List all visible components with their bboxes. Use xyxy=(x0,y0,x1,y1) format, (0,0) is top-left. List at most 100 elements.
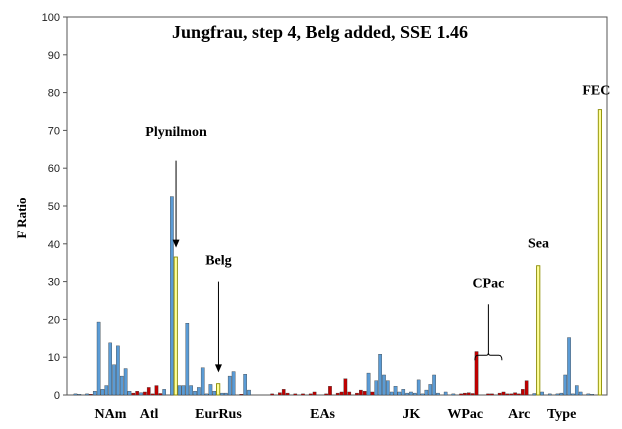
bar xyxy=(578,391,583,396)
y-tick-label: 60 xyxy=(48,163,60,175)
annotation-arrowhead xyxy=(214,364,222,373)
bar xyxy=(220,392,224,396)
bar xyxy=(362,391,367,396)
bar xyxy=(424,389,429,396)
bar xyxy=(285,392,290,396)
bar xyxy=(366,372,371,396)
bar xyxy=(389,391,394,396)
bar xyxy=(520,389,525,396)
bar xyxy=(154,385,159,396)
bar xyxy=(212,391,217,396)
y-tick-label: 100 xyxy=(42,12,60,24)
bar xyxy=(490,393,494,396)
y-tick-label: 80 xyxy=(48,88,60,100)
bar xyxy=(567,337,571,396)
bar xyxy=(382,374,386,396)
bar xyxy=(227,375,232,396)
x-group-label: NAm xyxy=(95,407,127,422)
bar xyxy=(208,384,213,396)
bar xyxy=(559,392,564,396)
bar xyxy=(409,391,413,396)
annotation-label: Sea xyxy=(528,237,549,252)
bar xyxy=(347,391,352,396)
bar xyxy=(401,389,406,396)
bar xyxy=(532,393,537,396)
bar xyxy=(524,380,529,396)
x-group-label: EAs xyxy=(310,407,335,422)
bar xyxy=(247,389,251,396)
bar xyxy=(540,391,544,396)
bar xyxy=(467,392,471,396)
bar xyxy=(301,393,305,396)
bar xyxy=(112,364,116,396)
bar xyxy=(459,393,463,396)
bar xyxy=(127,391,132,396)
bar xyxy=(586,393,591,396)
bar xyxy=(224,392,228,396)
y-tick-label: 70 xyxy=(48,125,60,137)
x-group-label: Arc xyxy=(508,407,530,422)
bar xyxy=(436,392,440,396)
bar xyxy=(96,321,101,396)
bar xyxy=(139,392,143,396)
bar xyxy=(590,394,595,396)
bar xyxy=(355,392,359,396)
bar xyxy=(85,393,89,396)
bar xyxy=(104,385,109,396)
bar xyxy=(359,389,363,396)
bar xyxy=(89,394,93,396)
bar xyxy=(77,394,82,396)
y-tick-label: 10 xyxy=(48,352,60,364)
plot-area: 0 10 20 30 40 50 60 70 80 90 100 NAm Atl EurRus EAs JK W… xyxy=(42,12,611,422)
bar xyxy=(432,374,436,396)
plot-frame xyxy=(66,16,608,396)
bar xyxy=(374,380,379,396)
bar xyxy=(177,385,182,396)
annotation-arrowhead xyxy=(172,239,180,248)
bar xyxy=(73,393,78,396)
bar xyxy=(413,392,417,396)
bar xyxy=(513,392,517,396)
annotation-bracket xyxy=(474,352,503,361)
bar xyxy=(463,392,467,396)
y-tick-label: 50 xyxy=(48,201,60,213)
y-tick-label: 0 xyxy=(54,390,60,402)
bar xyxy=(200,367,205,396)
x-group-label: WPac xyxy=(447,407,483,422)
bar xyxy=(451,393,456,396)
bar xyxy=(393,386,398,396)
bar xyxy=(563,374,568,396)
bar xyxy=(443,391,448,396)
bar xyxy=(181,385,186,396)
bar xyxy=(243,374,247,396)
bar xyxy=(324,393,328,396)
bar xyxy=(281,389,286,396)
bar xyxy=(497,392,502,396)
bar xyxy=(100,389,105,396)
bar xyxy=(189,385,193,396)
bar xyxy=(293,393,298,396)
bar xyxy=(239,394,244,396)
y-axis-title: F Ratio xyxy=(14,197,29,238)
bar xyxy=(193,391,197,396)
bar xyxy=(505,393,510,396)
bar xyxy=(312,391,317,396)
bar xyxy=(474,351,479,396)
bar xyxy=(146,387,151,396)
y-tick-label: 20 xyxy=(48,314,60,326)
bar xyxy=(428,384,433,396)
x-group-label: Atl xyxy=(140,407,159,422)
y-tick-label: 40 xyxy=(48,239,60,251)
chart-title: Jungfrau, step 4, Belg added, SSE 1.46 xyxy=(172,22,468,42)
annotation-label: FEC xyxy=(582,83,610,98)
x-group-label: Type xyxy=(547,407,576,422)
bar xyxy=(278,392,282,396)
bar xyxy=(370,391,375,396)
bar xyxy=(501,391,506,396)
y-tick-label: 90 xyxy=(48,50,60,62)
bar xyxy=(343,378,348,396)
annotation-label: Belg xyxy=(205,254,231,269)
bar xyxy=(470,393,475,396)
annotation-label: Plynilmon xyxy=(145,125,207,140)
